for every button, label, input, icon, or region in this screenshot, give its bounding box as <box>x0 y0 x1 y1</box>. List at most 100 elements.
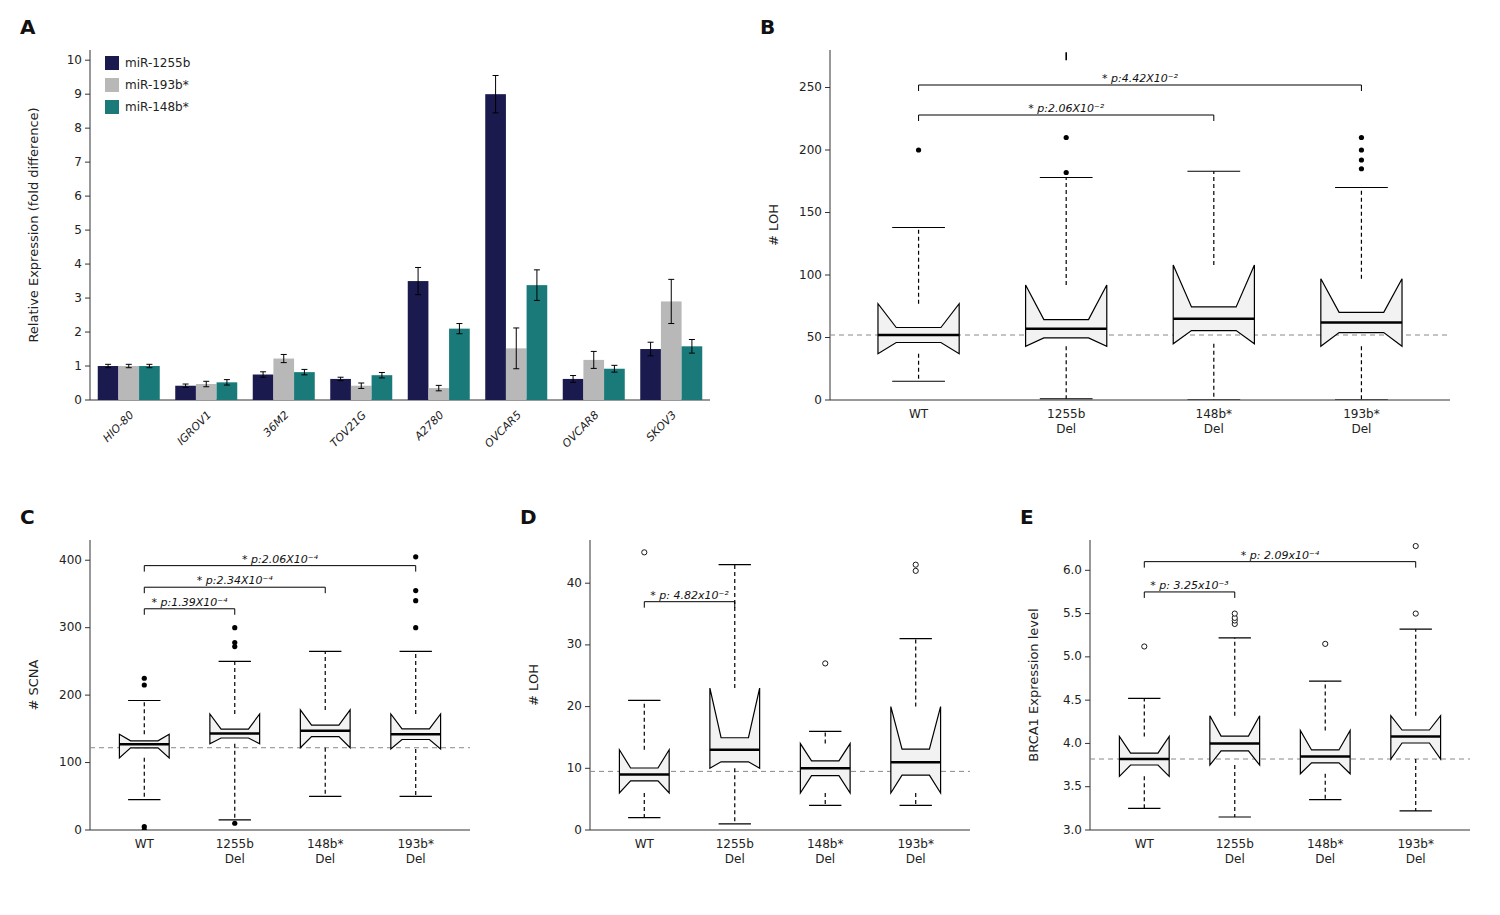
whisker-cap-low <box>219 819 251 820</box>
whisker-cap-high <box>1128 698 1160 699</box>
outlier <box>142 824 147 829</box>
outlier <box>232 640 237 645</box>
legend-label: miR-193b* <box>125 78 189 92</box>
significance-label: * p:2.06X10⁻² <box>1028 102 1105 115</box>
error-bar <box>570 376 576 383</box>
x-tick-label-line: Del <box>1315 852 1335 866</box>
x-tick-label-line: 193b* <box>1397 837 1434 851</box>
y-tick <box>585 768 590 769</box>
x-axis-line <box>830 400 1450 401</box>
outlier <box>232 821 237 826</box>
outlier <box>1359 157 1364 162</box>
y-axis-line <box>1090 540 1091 830</box>
box-body <box>391 714 441 749</box>
whisker-high <box>1325 681 1326 730</box>
x-axis-line <box>1090 830 1470 831</box>
x-tick-label: 193b*Del <box>897 837 934 866</box>
x-tick-label-line: 1255b <box>216 837 254 851</box>
bar <box>408 281 429 400</box>
y-tick <box>825 150 830 151</box>
whisker-cap-low <box>628 817 660 818</box>
whisker-high <box>415 651 416 714</box>
error-bar-line <box>283 354 284 362</box>
whisker-low <box>415 749 416 796</box>
x-tick-label-line: Del <box>815 852 835 866</box>
whisker-cap-high <box>309 651 341 652</box>
error-bar <box>493 75 499 112</box>
error-bar-cap <box>260 371 266 372</box>
box-median <box>391 733 441 736</box>
error-bar-cap <box>338 377 344 378</box>
bar <box>253 375 274 400</box>
panel-title: E <box>1020 505 1034 529</box>
error-bar-line <box>226 380 227 385</box>
significance-bracket <box>644 602 734 608</box>
box-body <box>891 707 941 793</box>
error-bar-cap <box>183 384 189 385</box>
y-tick <box>85 695 90 696</box>
error-bar-cap <box>415 294 421 295</box>
whisker-cap-high <box>1400 629 1432 630</box>
outlier <box>916 147 921 152</box>
panel: 3.03.54.04.55.05.56.0BRCA1 Expression le… <box>1020 505 1470 866</box>
box-median <box>1210 742 1260 745</box>
y-tick <box>1085 570 1090 571</box>
whisker-high <box>234 661 235 714</box>
outlier <box>1064 135 1069 140</box>
x-tick-label: SKOV3 <box>644 409 679 444</box>
error-bar <box>611 365 617 372</box>
y-axis-label: # LOH <box>526 664 541 706</box>
error-bar-cap <box>591 351 597 352</box>
y-tick-label: 4 <box>74 257 82 271</box>
box-body <box>878 304 959 354</box>
x-tick-label-line: Del <box>1351 422 1371 436</box>
bar <box>640 349 661 400</box>
error-bar-cap <box>648 355 654 356</box>
y-tick-label: 4.5 <box>1063 693 1082 707</box>
error-bar-line <box>128 364 129 367</box>
x-tick-label-line: 193b* <box>897 837 934 851</box>
error-bar <box>689 340 695 354</box>
significance-bracket <box>144 609 234 615</box>
y-tick-label: 5.0 <box>1063 649 1082 663</box>
box-body <box>119 734 169 758</box>
box-median <box>1173 318 1254 321</box>
error-bar-cap <box>301 369 307 370</box>
error-bar <box>436 385 442 390</box>
error-bar-line <box>185 384 186 387</box>
outlier <box>1359 135 1364 140</box>
box <box>1026 52 1107 399</box>
y-tick <box>825 337 830 338</box>
x-tick-label-line: 148b* <box>307 837 344 851</box>
significance-label: * p:2.34X10⁻⁴ <box>197 574 274 587</box>
error-bar <box>203 381 209 386</box>
error-bar-line <box>340 377 341 380</box>
y-tick-label: 7 <box>74 155 82 169</box>
x-axis-line <box>90 830 470 831</box>
whisker-low <box>1361 346 1362 400</box>
error-bar-line <box>361 383 362 388</box>
y-tick <box>825 212 830 213</box>
box-median <box>878 334 959 337</box>
bar <box>273 359 294 400</box>
x-tick-label-line: 193b* <box>397 837 434 851</box>
significance-bracket <box>1144 592 1234 598</box>
error-bar-cap <box>436 385 442 386</box>
y-tick <box>1085 830 1090 831</box>
outlier-open <box>642 550 647 555</box>
significance-bracket <box>919 85 1362 91</box>
whisker-low <box>234 744 235 820</box>
y-tick-label: 9 <box>74 87 82 101</box>
y-tick <box>85 366 90 367</box>
whisker-cap-low <box>1219 816 1251 817</box>
error-bar <box>591 351 597 368</box>
x-tick-label-line: 148b* <box>1307 837 1344 851</box>
whisker-cap-low <box>719 823 751 824</box>
bar <box>604 369 625 400</box>
significance-label: * p:4.42X10⁻² <box>1102 72 1179 85</box>
error-bar-cap <box>224 379 230 380</box>
error-bar <box>358 383 364 388</box>
y-tick <box>1085 613 1090 614</box>
y-tick <box>585 830 590 831</box>
y-tick-label: 10 <box>67 53 82 67</box>
